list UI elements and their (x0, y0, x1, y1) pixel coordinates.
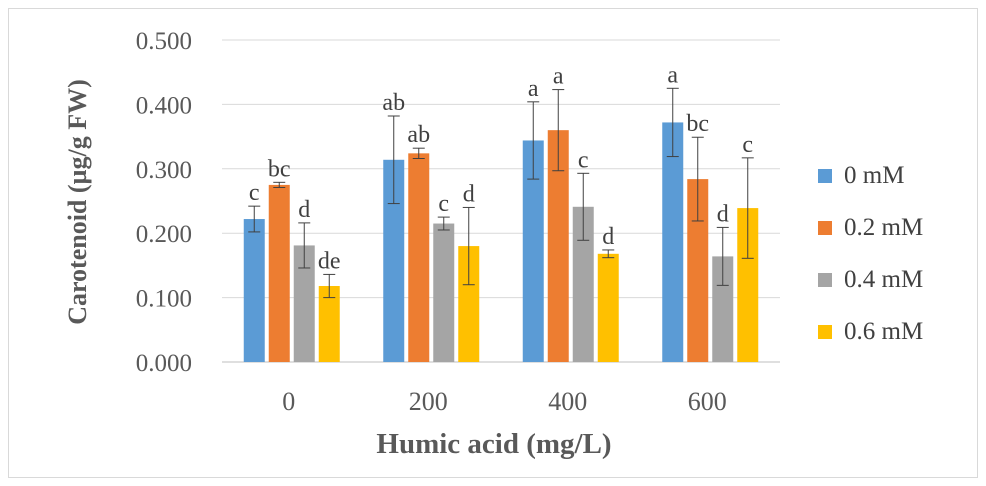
bar (547, 130, 569, 362)
legend-swatch (818, 169, 832, 183)
bar (293, 245, 315, 362)
legend-label: 0.2 mM (844, 214, 924, 241)
bar (433, 223, 455, 362)
significance-letter: a (667, 62, 678, 88)
legend-swatch (818, 325, 832, 339)
legend-swatch (818, 221, 832, 235)
y-axis-label: Carotenoid (µg/g FW) (63, 79, 92, 325)
bar (318, 286, 340, 362)
bar (572, 206, 594, 362)
significance-letter: d (717, 201, 729, 227)
x-axis-label: Humic acid (mg/L) (376, 428, 611, 460)
x-tick-label: 0 (282, 387, 295, 416)
bars (243, 122, 759, 362)
legend-label: 0.6 mM (844, 318, 924, 345)
bar (383, 159, 405, 362)
chart-frame (8, 8, 978, 478)
bar (268, 184, 290, 362)
gridlines (222, 39, 780, 363)
bar (737, 208, 759, 362)
bar (522, 140, 544, 362)
bar (687, 179, 709, 362)
significance-letter: ab (382, 90, 405, 116)
legend-swatch (818, 273, 832, 287)
legend-label: 0.4 mM (844, 266, 924, 293)
x-tick-label: 400 (548, 387, 587, 416)
significance-letter: c (249, 180, 260, 206)
significance-letter: c (438, 191, 449, 217)
bar (662, 122, 684, 362)
significance-letter: bc (686, 111, 709, 137)
bar (458, 246, 480, 362)
bar (712, 256, 734, 362)
bar (243, 219, 265, 362)
significance-letter: de (318, 248, 341, 274)
bar (408, 153, 430, 362)
significance-letter: d (463, 181, 475, 207)
y-axis-ticks: 0.000 0.100 0.200 0.300 0.400 0.500 (136, 28, 192, 377)
y-tick-label: 0.400 (136, 92, 192, 119)
x-axis-ticks: 0 200 400 600 (282, 387, 727, 416)
significance-letter: ab (407, 122, 430, 148)
significance-letter: c (742, 132, 753, 158)
y-tick-label: 0.000 (136, 350, 192, 377)
significance-letter: d (602, 224, 614, 250)
x-tick-label: 200 (409, 387, 448, 416)
x-tick-label: 600 (688, 387, 727, 416)
significance-letter: a (528, 76, 539, 102)
significance-letter: bc (268, 156, 291, 182)
y-tick-label: 0.200 (136, 221, 192, 248)
legend-label: 0 mM (844, 162, 905, 189)
significance-letter: d (298, 197, 310, 223)
significance-letter: a (553, 64, 564, 90)
y-tick-label: 0.500 (136, 28, 192, 55)
significance-letter: c (578, 147, 589, 173)
y-tick-label: 0.100 (136, 286, 192, 313)
bar (597, 253, 619, 362)
y-tick-label: 0.300 (136, 157, 192, 184)
error-bars (248, 87, 754, 299)
